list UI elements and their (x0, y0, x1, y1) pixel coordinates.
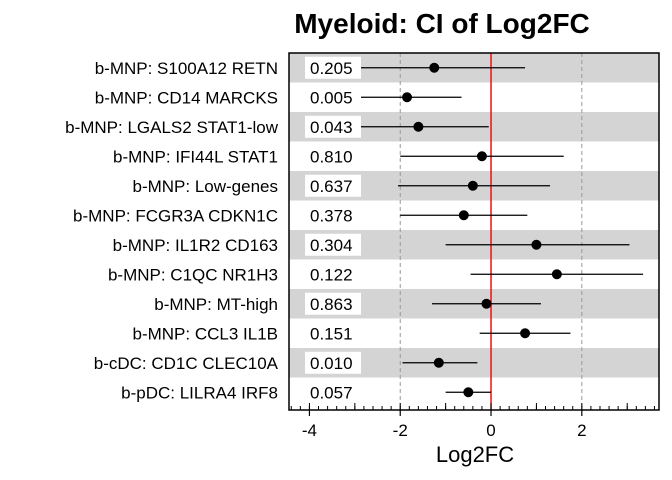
pvalue-label: 0.043 (310, 118, 353, 137)
pvalue-label: 0.304 (310, 236, 353, 255)
estimate-point (433, 357, 444, 368)
x-axis-label: Log2FC (436, 442, 514, 467)
category-label: b-MNP: LGALS2 STAT1-low (65, 118, 279, 137)
pvalue-background (305, 204, 361, 227)
category-label: b-pDC: LILRA4 IRF8 (121, 383, 278, 402)
estimate-point (458, 210, 469, 221)
estimate-point (463, 387, 474, 398)
estimate-point (520, 328, 531, 339)
pvalue-background (305, 145, 361, 168)
pvalue-background (305, 115, 361, 138)
pvalue-label: 0.205 (310, 59, 353, 78)
pvalue-label: 0.005 (310, 88, 353, 107)
plot-frame (288, 52, 660, 411)
pvalue-background (305, 381, 361, 404)
category-label: b-MNP: IL1R2 CD163 (113, 236, 278, 255)
estimate-point (413, 121, 424, 132)
pvalue-label: 0.057 (310, 383, 353, 402)
pvalue-labels: 0.205 0.005 0.043 0.810 0.637 0.378 0.304 0.122… (305, 56, 361, 404)
pvalue-label: 0.863 (310, 295, 353, 314)
pvalue-background (305, 322, 361, 345)
pvalue-background (305, 292, 361, 315)
pvalue-label: 0.378 (310, 206, 353, 225)
pvalue-label: 0.637 (310, 177, 353, 196)
estimate-point (551, 269, 562, 280)
pvalue-background (305, 56, 361, 79)
x-tick-label: 0 (486, 421, 495, 440)
estimate-point (476, 151, 487, 162)
category-label: b-MNP: C1QC NR1H3 (108, 265, 278, 284)
x-tick-label: 2 (577, 421, 586, 440)
chart-title: Myeloid: CI of Log2FC (294, 8, 590, 39)
x-tick-label: -4 (302, 421, 317, 440)
category-label: b-MNP: MT-high (154, 295, 278, 314)
estimate-point (481, 298, 492, 309)
pvalue-background (305, 263, 361, 286)
pvalue-background (305, 233, 361, 256)
pvalue-label: 0.810 (310, 147, 353, 166)
estimate-point (531, 239, 542, 250)
category-label: b-MNP: Low-genes (132, 177, 278, 196)
estimate-point (402, 92, 413, 103)
x-tick-label: -2 (393, 421, 408, 440)
category-label: b-MNP: S100A12 RETN (95, 59, 278, 78)
category-label: b-MNP: CD14 MARCKS (95, 88, 278, 107)
category-label: b-cDC: CD1C CLEC10A (94, 354, 279, 373)
pvalue-background (305, 174, 361, 197)
pvalue-label: 0.151 (310, 324, 353, 343)
pvalue-label: 0.122 (310, 265, 353, 284)
category-label: b-MNP: CCL3 IL1B (133, 324, 279, 343)
pvalue-background (305, 351, 361, 374)
category-labels: b-MNP: S100A12 RETN b-MNP: CD14 MARCKS b-M… (65, 59, 279, 403)
x-axis: -4 -2 0 2 (290, 403, 655, 440)
confidence-intervals (359, 62, 644, 398)
pvalue-background (305, 86, 361, 109)
pvalue-label: 0.010 (310, 354, 353, 373)
estimate-point (429, 62, 440, 73)
plot-border (288, 52, 660, 411)
category-label: b-MNP: FCGR3A CDKN1C (73, 206, 278, 225)
estimate-point (467, 180, 478, 191)
category-label: b-MNP: IFI44L STAT1 (113, 147, 278, 166)
grid-lines (399, 53, 583, 410)
